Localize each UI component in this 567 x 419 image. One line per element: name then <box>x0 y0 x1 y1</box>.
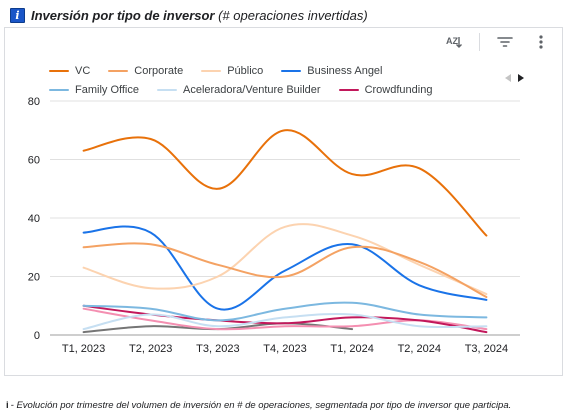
series-line-business-angel <box>82 225 488 311</box>
x-tick-label: T1, 2023 <box>62 343 105 355</box>
caption-text: - Evolución por trimestre del volumen de… <box>10 400 512 411</box>
legend-item-business-angel[interactable]: Business Angel <box>281 64 383 77</box>
y-tick-label: 80 <box>28 96 40 108</box>
y-tick-label: 40 <box>28 213 40 225</box>
info-icon: i <box>10 7 25 23</box>
svg-text:AZ: AZ <box>446 36 458 46</box>
legend-next-icon[interactable] <box>516 73 526 83</box>
y-tick-label: 60 <box>28 155 40 167</box>
chart-title-rest: (# operaciones invertidas) <box>214 7 368 23</box>
sort-az-icon[interactable]: AZ <box>443 31 465 53</box>
series-line-unlabeled-8 <box>82 322 354 334</box>
x-tick-label: T1, 2024 <box>330 343 373 355</box>
legend-swatch <box>108 69 129 72</box>
series-line-aceleradora-venture-builder <box>82 312 488 331</box>
chart-toolbar: AZ <box>443 31 552 53</box>
legend-item-corporate[interactable]: Corporate <box>108 64 183 77</box>
filter-icon[interactable] <box>494 31 516 53</box>
legend-pager <box>503 73 526 83</box>
legend-label: Corporate <box>134 64 184 77</box>
legend-item-family-office[interactable]: Family Office <box>49 83 139 96</box>
x-tick-label: T4, 2023 <box>263 343 306 355</box>
chart-title: Inversión por tipo de inversor (# operac… <box>31 8 368 23</box>
series-line-publico <box>82 223 488 296</box>
series-line-family-office <box>82 301 488 322</box>
x-tick-label: T2, 2023 <box>129 343 172 355</box>
y-tick-label: 20 <box>28 272 40 284</box>
x-tick-label: T2, 2024 <box>398 343 441 355</box>
x-tick-label: T3, 2023 <box>196 343 239 355</box>
legend-label: Crowdfunding <box>364 83 433 96</box>
chart-header: i Inversión por tipo de inversor (# oper… <box>10 6 368 24</box>
legend-label: Business Angel <box>307 64 383 77</box>
toolbar-separator <box>479 33 480 51</box>
chart-legend: VC Corporate Público Business Angel Family O… <box>49 64 489 96</box>
legend-swatch <box>49 69 69 72</box>
legend-swatch <box>281 69 302 72</box>
legend-swatch <box>338 88 359 91</box>
legend-item-publico[interactable]: Público <box>201 64 263 77</box>
legend-swatch <box>156 88 177 91</box>
legend-label: VC <box>75 64 91 77</box>
legend-item-crowdfunding[interactable]: Crowdfunding <box>338 83 433 96</box>
line-chart: 0 20 40 60 80 T1, 2023 T2, 2023 T3, 2023 T4, 202… <box>28 96 520 355</box>
chart-caption: i- Evolución por trimestre del volumen d… <box>6 400 561 411</box>
legend-item-aceleradora-venture-builder[interactable]: Aceleradora/Venture Builder <box>156 83 321 96</box>
legend-label: Aceleradora/Venture Builder <box>182 83 321 96</box>
legend-prev-icon[interactable] <box>503 73 513 83</box>
caption-info-icon: i <box>6 400 9 411</box>
series-line-corporate <box>82 242 488 298</box>
legend-item-vc[interactable]: VC <box>49 64 90 77</box>
more-options-icon[interactable] <box>530 31 552 53</box>
legend-swatch <box>49 88 69 91</box>
series-line-vc <box>82 129 488 237</box>
legend-label: Público <box>227 64 264 77</box>
y-tick-label: 0 <box>34 330 40 342</box>
legend-label: Family Office <box>75 83 139 96</box>
legend-swatch <box>201 69 222 72</box>
x-tick-label: T3, 2024 <box>465 343 508 355</box>
chart-title-bold: Inversión por tipo de inversor <box>31 7 215 23</box>
